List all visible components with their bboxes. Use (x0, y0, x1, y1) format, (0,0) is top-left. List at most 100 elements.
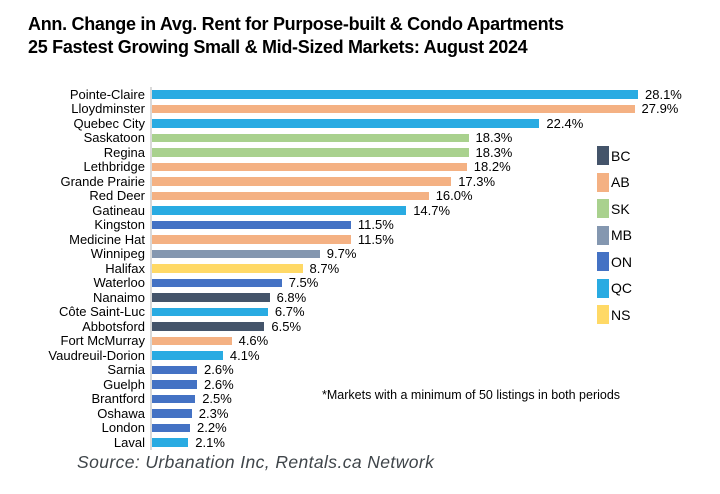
bar (152, 90, 638, 99)
bar (152, 423, 190, 432)
bar (152, 133, 469, 142)
bar-row: London 2.2% (0, 420, 720, 436)
bar-row: Guelph 2.6% (0, 377, 720, 392)
bar-row: Halifax 8.7% (0, 261, 720, 276)
category-label: Brantford (91, 391, 145, 407)
bar-track: 6.7% (150, 304, 720, 319)
bar-track: 27.9% (150, 101, 720, 117)
bar-row: Lethbridge 18.2% (0, 159, 720, 175)
bar (152, 365, 197, 374)
value-label: 2.1% (195, 434, 225, 450)
legend-label: ON (611, 253, 632, 270)
bar (152, 206, 407, 215)
bar (152, 438, 189, 447)
category-label: Regina (103, 144, 145, 160)
value-label: 18.3% (475, 144, 513, 160)
value-label: 4.1% (229, 347, 260, 363)
bar-track: 4.6% (150, 333, 720, 348)
bar-track: 2.5% (150, 391, 720, 407)
value-label: 2.6% (204, 362, 234, 378)
category-label: Winnipeg (90, 246, 145, 262)
bar-row: Fort McMurray 4.6% (0, 333, 720, 348)
category-label: Lethbridge (83, 159, 145, 175)
category-label: Laval (113, 434, 145, 450)
legend-label: SK (611, 200, 630, 217)
value-label: 7.5% (288, 275, 319, 291)
bar (152, 293, 270, 302)
bar-row: Pointe-Claire 28.1% (0, 87, 720, 102)
bar-track: 18.3% (150, 130, 720, 146)
bar-track: 6.5% (150, 319, 720, 334)
value-label: 6.5% (271, 318, 302, 334)
bar-track: 11.5% (150, 232, 720, 247)
legend-swatch-icon (597, 305, 609, 324)
value-label: 18.2% (473, 159, 511, 175)
bar (152, 220, 351, 229)
bar (152, 278, 282, 287)
bar-row: Winnipeg 9.7% (0, 246, 720, 262)
bar-row: Kingston 11.5% (0, 217, 720, 233)
bar (152, 119, 540, 128)
value-label: 2.3% (198, 405, 229, 421)
category-label: Nanaimo (92, 289, 145, 305)
category-label: Pointe-Claire (69, 86, 145, 102)
bar-track: 9.7% (150, 246, 720, 262)
bar-track: 8.7% (150, 261, 720, 276)
bar (152, 191, 429, 200)
legend-swatch-icon (597, 252, 609, 271)
value-label: 14.7% (413, 202, 451, 218)
bar-row: Waterloo 7.5% (0, 275, 720, 291)
bar-row: Laval 2.1% (0, 435, 720, 450)
value-label: 27.9% (641, 101, 679, 117)
bar-track: 16.0% (150, 188, 720, 203)
bar-track: 17.3% (150, 174, 720, 189)
legend-swatch-icon (597, 278, 609, 298)
bar (152, 351, 223, 360)
category-label: Kingston (94, 217, 145, 233)
category-label: Red Deer (89, 188, 145, 204)
chart-title-line2: 25 Fastest Growing Small & Mid-Sized Mar… (28, 37, 528, 57)
bar (152, 322, 265, 331)
chart-title-line1: Ann. Change in Avg. Rent for Purpose-bui… (28, 14, 564, 34)
value-label: 8.7% (309, 260, 340, 276)
legend-item-qc: QC (597, 278, 632, 298)
bar-track: 11.5% (150, 217, 720, 232)
bar-row: Sarnia 2.6% (0, 362, 720, 378)
bar-track: 6.8% (150, 290, 720, 305)
bar (152, 104, 635, 113)
bar-track: 7.5% (150, 275, 720, 291)
bar-row: Gatineau 14.7% (0, 203, 720, 218)
category-label: Gatineau (92, 202, 145, 218)
bar-row: Abbotsford 6.5% (0, 319, 720, 334)
bar (152, 148, 469, 157)
legend-label: BC (611, 147, 631, 164)
category-label: Grande Prairie (60, 173, 145, 189)
bar-track: 2.6% (150, 362, 720, 378)
bar-chart: Pointe-Claire 28.1% Lloydminster 27.9% Quebe… (0, 87, 720, 450)
legend-item-on: ON (597, 252, 632, 271)
bar (152, 162, 467, 171)
value-label: 6.8% (276, 289, 307, 305)
value-label: 22.4% (546, 115, 584, 131)
value-label: 2.2% (197, 420, 227, 436)
value-label: 18.3% (475, 130, 513, 146)
category-label: London (101, 420, 145, 436)
legend-item-sk: SK (597, 199, 632, 218)
category-label: Côte Saint-Luc (59, 304, 145, 320)
value-label: 9.7% (326, 246, 357, 262)
bar-row: Oshawa 2.3% (0, 406, 720, 421)
category-label: Waterloo (93, 275, 145, 291)
value-label: 2.6% (204, 376, 234, 392)
legend-label: MB (611, 227, 632, 243)
category-label: Guelph (103, 376, 145, 392)
legend-item-bc: BC (597, 146, 632, 165)
legend-item-ns: NS (597, 305, 632, 324)
category-label: Medicine Hat (69, 231, 145, 247)
bar-track: 18.2% (150, 159, 720, 175)
bar-row: Red Deer 16.0% (0, 188, 720, 204)
bar-track: 2.1% (150, 435, 720, 450)
value-label: 2.5% (202, 391, 232, 407)
category-label: Vaudreuil-Dorion (48, 347, 145, 363)
bar-track: 2.3% (150, 406, 720, 421)
